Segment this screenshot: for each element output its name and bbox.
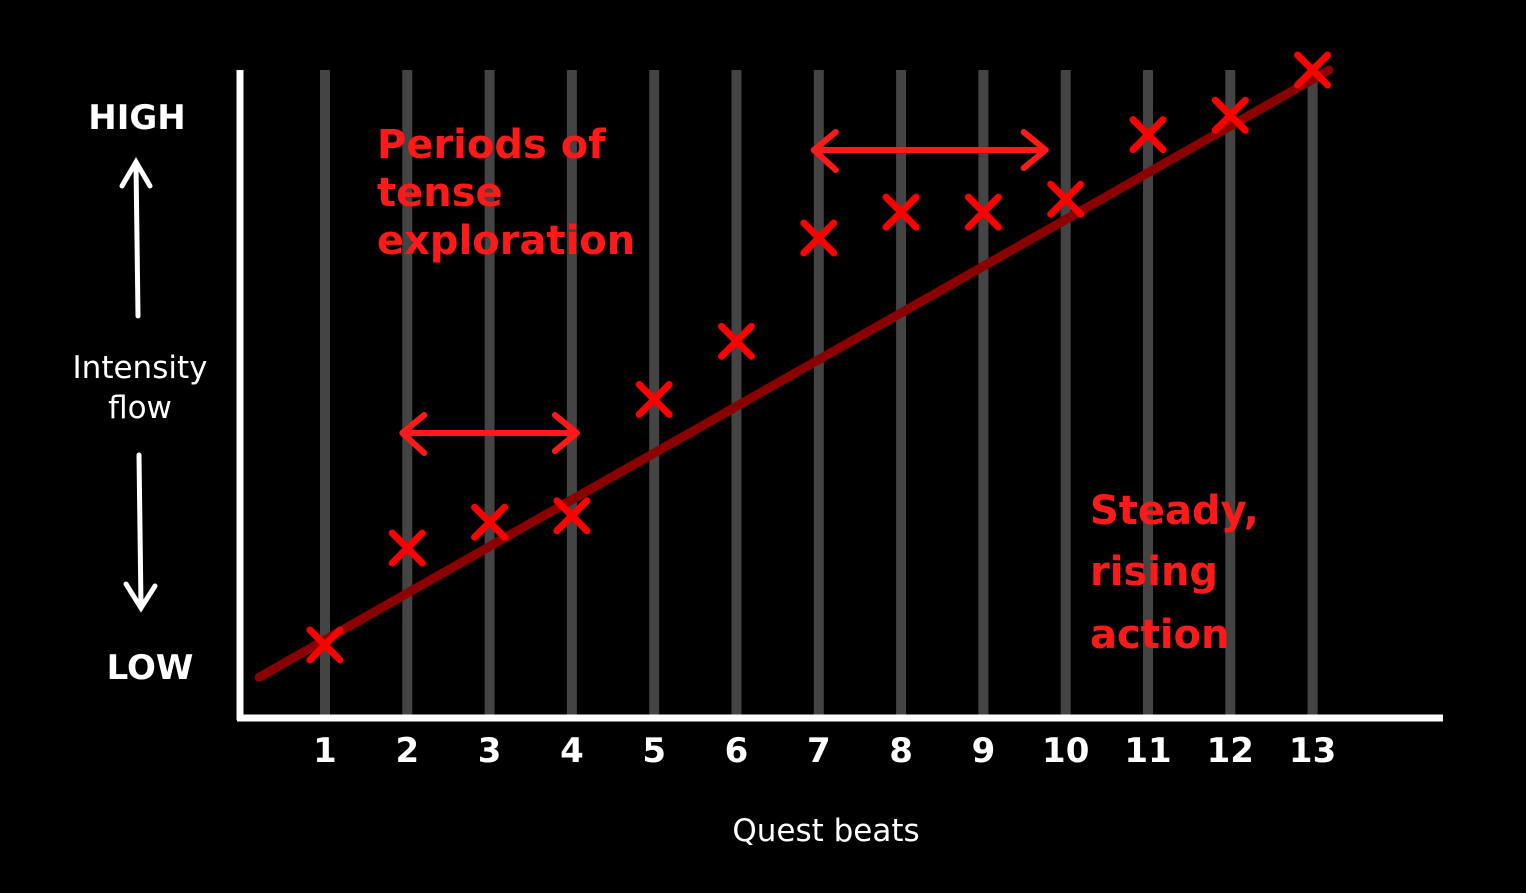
data-point-marker (800, 219, 838, 257)
y-axis-label-line: flow (108, 390, 172, 426)
data-point-marker (553, 497, 591, 535)
y-axis-label: Intensity flow (73, 350, 208, 426)
x-axis-label: Quest beats (732, 813, 919, 849)
data-point-marker (1047, 180, 1085, 218)
y-high-label: HIGH (88, 98, 185, 138)
annotation-text: Periods of tense exploration (377, 122, 635, 264)
x-tick-label: 10 (1042, 731, 1089, 771)
data-point-marker (388, 529, 426, 567)
data-point-marker (882, 193, 920, 231)
x-tick-label: 13 (1289, 731, 1336, 771)
data-point-marker (1211, 96, 1249, 134)
x-tick-label: 9 (972, 731, 996, 771)
y-axis-label-line: Intensity (73, 350, 208, 386)
x-tick-label: 6 (725, 731, 749, 771)
x-tick-label: 12 (1207, 731, 1254, 771)
annotations: Periods of tense exploration Steady, rising a… (377, 122, 1259, 658)
x-tick-label: 7 (807, 731, 831, 771)
trend-line (254, 65, 1334, 682)
data-point-marker (718, 322, 755, 360)
data-point-marker (471, 503, 509, 541)
trend-line-group (254, 65, 1334, 682)
data-points (306, 51, 1332, 664)
data-point-marker (1129, 116, 1167, 154)
data-point-marker (306, 626, 344, 664)
data-point-marker (964, 193, 1002, 231)
x-tick-label: 11 (1124, 731, 1171, 771)
y-low-label: LOW (107, 648, 194, 688)
annotation-line: Periods of (377, 122, 606, 168)
x-tick-label: 1 (313, 731, 337, 771)
x-tick-label: 2 (395, 731, 419, 771)
up-arrow-icon (119, 157, 153, 319)
x-tick-labels: 1 2 3 4 5 6 7 8 9 10 11 12 13 (313, 731, 1336, 771)
annotation-line: rising (1090, 549, 1218, 595)
x-tick-label: 4 (560, 731, 584, 771)
annotation-line: Steady, (1090, 488, 1259, 534)
range-arrow (399, 412, 580, 456)
annotation-line: exploration (377, 218, 635, 264)
annotation-line: action (1090, 612, 1230, 658)
annotation-text: Steady, rising action (1090, 488, 1259, 658)
down-arrow-icon (123, 452, 158, 613)
x-tick-label: 5 (642, 731, 666, 771)
data-point-marker (1294, 51, 1332, 89)
x-tick-label: 3 (478, 731, 502, 771)
data-point-marker (635, 380, 673, 418)
x-tick-label: 8 (889, 731, 913, 771)
range-arrows (399, 129, 1049, 456)
annotation-line: tense (377, 170, 503, 216)
range-arrow (810, 129, 1049, 173)
